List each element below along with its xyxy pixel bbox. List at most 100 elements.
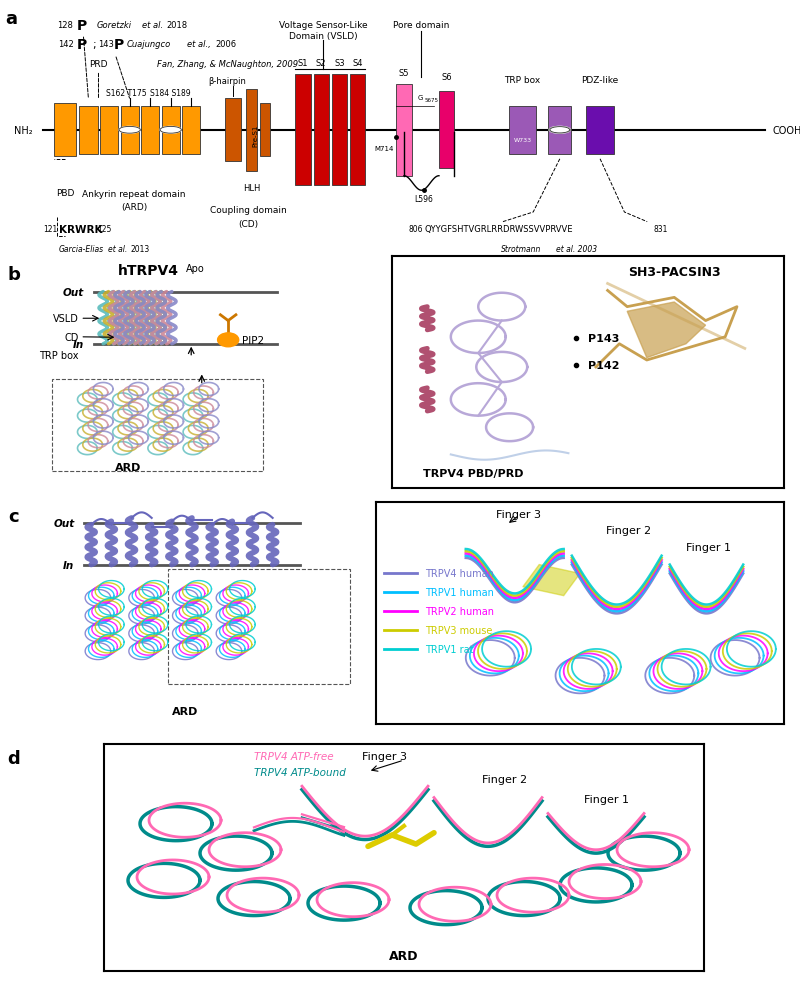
Text: Pre-S1: Pre-S1 (252, 124, 258, 147)
Text: PDZ-like: PDZ-like (582, 76, 618, 85)
Text: 2013: 2013 (130, 245, 150, 253)
Text: ARD: ARD (114, 463, 141, 473)
Text: ;: ; (92, 39, 96, 50)
Bar (141, 106, 159, 155)
Bar (121, 106, 138, 155)
Text: Garcia-Elias: Garcia-Elias (59, 245, 104, 253)
Bar (332, 75, 347, 186)
Text: 5675: 5675 (425, 98, 438, 103)
Text: P142: P142 (588, 360, 619, 371)
Text: S162 T175: S162 T175 (106, 89, 146, 98)
Text: ARD: ARD (390, 950, 418, 962)
Text: HLH: HLH (243, 183, 261, 193)
Text: PIP2: PIP2 (242, 335, 264, 345)
Bar (182, 106, 200, 155)
Text: Out: Out (62, 287, 84, 297)
Text: 121: 121 (43, 225, 58, 235)
Text: Apo: Apo (186, 263, 205, 273)
Text: In: In (63, 560, 74, 570)
Bar (259, 105, 270, 157)
Circle shape (550, 127, 570, 134)
Text: TRPV2 human: TRPV2 human (425, 606, 494, 616)
Text: QYYGFSHTVGRLRRDRWSSVVPRVVE: QYYGFSHTVGRLRRDRWSSVVPRVVE (425, 225, 573, 235)
Bar (79, 106, 98, 155)
Text: Finger 1: Finger 1 (584, 795, 629, 805)
Text: PRD: PRD (90, 60, 108, 69)
Text: S6: S6 (442, 73, 452, 83)
Text: TRPV4 human: TRPV4 human (425, 569, 494, 579)
Text: S3: S3 (334, 59, 345, 68)
Text: c: c (9, 508, 19, 526)
Bar (54, 105, 76, 157)
Text: KRWRK: KRWRK (59, 225, 102, 235)
Text: 831: 831 (654, 225, 668, 235)
Polygon shape (627, 303, 706, 358)
Text: Cuajungco: Cuajungco (126, 40, 171, 49)
Text: TRPV1 human: TRPV1 human (425, 588, 494, 598)
Bar (397, 85, 411, 176)
Text: (CD): (CD) (238, 220, 258, 229)
Text: CD: CD (64, 332, 78, 342)
Circle shape (160, 127, 182, 134)
Text: Out: Out (53, 519, 74, 528)
Text: S184 S189: S184 S189 (150, 89, 191, 98)
Text: hTRPV4: hTRPV4 (118, 263, 179, 277)
Text: 806: 806 (409, 225, 423, 235)
Text: 2006: 2006 (215, 40, 237, 49)
Text: ARD: ARD (172, 706, 198, 716)
Text: VSLD: VSLD (53, 314, 78, 324)
Bar (162, 106, 180, 155)
Text: G: G (418, 95, 423, 101)
Bar (549, 106, 571, 155)
Text: 128: 128 (58, 21, 74, 30)
Circle shape (549, 127, 570, 134)
Bar (439, 92, 454, 170)
Bar (246, 90, 257, 172)
Text: d: d (8, 749, 20, 767)
Bar (295, 75, 310, 186)
Text: Strotmann: Strotmann (502, 245, 542, 253)
Bar (100, 106, 118, 155)
Text: et al.: et al. (142, 21, 163, 30)
Text: TRPV4 ATP-bound: TRPV4 ATP-bound (254, 767, 346, 777)
Text: Pore domain: Pore domain (393, 21, 449, 30)
Text: Finger 1: Finger 1 (686, 542, 731, 553)
Bar (169, 569, 350, 684)
Bar (52, 380, 263, 472)
Text: 2018: 2018 (167, 21, 188, 30)
Text: 143: 143 (98, 40, 114, 49)
Text: S2: S2 (316, 59, 326, 68)
Text: In: In (73, 339, 84, 349)
Text: Domain (VSLD): Domain (VSLD) (289, 32, 358, 40)
Text: PBD: PBD (56, 188, 74, 197)
Text: TRPV1 rat: TRPV1 rat (425, 644, 474, 655)
Text: (ARD): (ARD) (121, 203, 147, 212)
Text: NH₂: NH₂ (14, 125, 33, 136)
Bar (314, 75, 329, 186)
Text: et al.,: et al., (187, 40, 211, 49)
Text: β-hairpin: β-hairpin (209, 77, 246, 86)
Text: Ankyrin repeat domain: Ankyrin repeat domain (82, 190, 186, 199)
Text: M714: M714 (374, 146, 394, 152)
Text: SH3-PACSIN3: SH3-PACSIN3 (628, 265, 721, 279)
Text: P: P (77, 19, 87, 33)
Polygon shape (523, 565, 580, 596)
Circle shape (218, 333, 238, 347)
Text: P: P (114, 37, 124, 52)
Text: TRP box: TRP box (39, 350, 78, 360)
Text: 125: 125 (97, 225, 111, 235)
Text: L596: L596 (414, 194, 433, 204)
Circle shape (119, 127, 140, 134)
Text: Finger 2: Finger 2 (606, 525, 651, 535)
Text: b: b (7, 266, 21, 284)
Text: TRPV4 PBD/PRD: TRPV4 PBD/PRD (423, 468, 524, 479)
Text: P143: P143 (588, 333, 619, 343)
Bar (226, 100, 241, 162)
Text: Goretzki: Goretzki (96, 21, 131, 30)
Text: Finger 3: Finger 3 (362, 751, 407, 761)
Bar (350, 75, 366, 186)
Text: COOH: COOH (773, 125, 800, 136)
Text: W733: W733 (514, 138, 532, 143)
Bar (586, 106, 614, 155)
Text: TRPV4 ATP-free: TRPV4 ATP-free (254, 751, 334, 761)
